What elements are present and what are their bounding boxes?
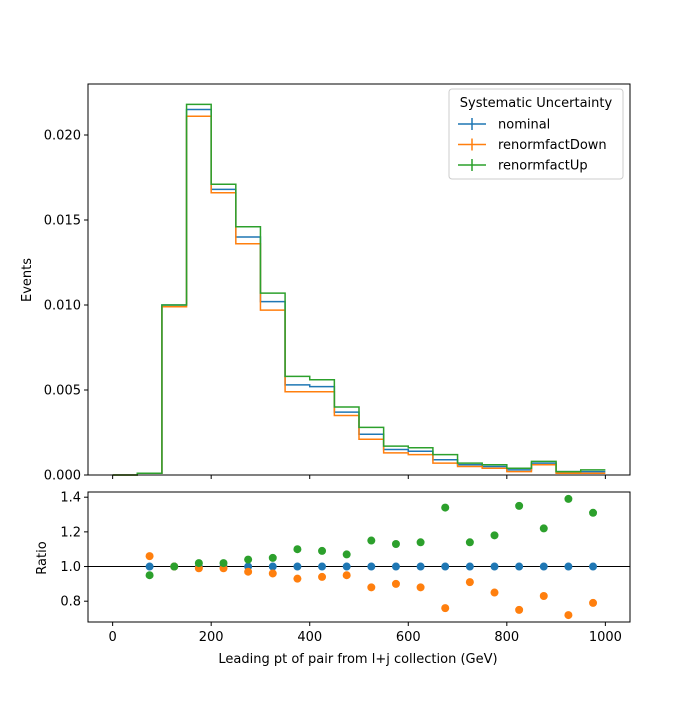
ratio-point-nominal — [441, 562, 450, 571]
ratio-point-nominal — [465, 562, 474, 571]
ratio-point-renormfactUp — [416, 538, 425, 547]
ratio-y-tick-label: 0.8 — [60, 595, 81, 610]
ratio-point-renormfactDown — [515, 605, 524, 614]
ratio-point-renormfactDown — [564, 611, 573, 620]
ratio-y-axis-ticks: 0.8 1.0 1.2 1.4 — [60, 491, 88, 610]
ratio-point-nominal — [145, 562, 154, 571]
y-axis-ticks: 0.000 0.005 0.010 0.015 0.020 — [44, 129, 88, 484]
ratio-point-nominal — [564, 562, 573, 571]
ratio-point-nominal — [416, 562, 425, 571]
ratio-point-renormfactUp — [342, 550, 351, 559]
main-plot-frame — [87, 83, 631, 476]
ratio-point-nominal — [293, 562, 302, 571]
x-axis-ticks: 0 200 400 600 800 1000 — [108, 622, 622, 645]
ratio-point-renormfactUp — [367, 536, 376, 545]
y-tick-label: 0.020 — [44, 129, 81, 144]
ratio-point-renormfactDown — [490, 588, 499, 597]
legend-title: Systematic Uncertainty — [460, 96, 613, 111]
ratio-point-renormfactDown — [539, 592, 548, 600]
ratio-point-renormfactUp — [268, 553, 277, 562]
ratio-point-renormfactDown — [391, 579, 400, 588]
ratio-point-renormfactUp — [490, 531, 499, 540]
x-axis-label: Leading pt of pair from l+j collection (… — [218, 652, 497, 667]
ratio-point-renormfactDown — [441, 604, 450, 613]
y-tick-label: 0.010 — [44, 299, 81, 314]
ratio-point-renormfactUp — [318, 546, 327, 555]
ratio-y-tick-label: 1.4 — [60, 491, 81, 506]
ratio-point-renormfactDown — [589, 598, 598, 607]
ratio-point-renormfactUp — [244, 555, 253, 564]
ratio-point-renormfactUp — [194, 559, 203, 568]
ratio-point-renormfactUp — [441, 503, 450, 512]
ratio-point-renormfactDown — [293, 574, 302, 583]
x-tick-label: 800 — [494, 630, 519, 645]
ratio-point-renormfactUp — [589, 508, 598, 517]
ratio-point-nominal — [318, 562, 327, 571]
ratio-points — [145, 494, 598, 620]
ratio-point-nominal — [515, 562, 524, 571]
main-plot-panel: 0.000 0.005 0.010 0.015 0.020 Events — [20, 83, 631, 484]
x-tick-label: 200 — [199, 630, 224, 645]
ratio-point-renormfactDown — [145, 552, 154, 561]
ratio-plot-panel: 0.8 1.0 1.2 1.4 0 200 400 600 800 1000 Ratio Lea… — [35, 491, 631, 667]
x-tick-label: 1000 — [589, 630, 622, 645]
ratio-point-renormfactUp — [465, 538, 474, 547]
legend: Systematic Uncertainty nominal renormfact… — [448, 88, 624, 180]
ratio-point-nominal — [268, 562, 277, 571]
legend-label-renormfactDown: renormfactDown — [498, 138, 607, 153]
ratio-y-tick-label: 1.2 — [60, 525, 81, 540]
ratio-point-renormfactDown — [367, 583, 376, 592]
y-axis-label: Events — [20, 258, 35, 302]
ratio-point-renormfactDown — [465, 578, 474, 587]
ratio-point-renormfactUp — [391, 540, 400, 548]
y-tick-label: 0.005 — [44, 384, 81, 399]
ratio-point-renormfactDown — [342, 571, 351, 580]
ratio-point-renormfactUp — [539, 524, 548, 533]
ratio-point-nominal — [490, 562, 499, 571]
ratio-plot-frame — [87, 491, 631, 623]
legend-label-renormfactUp: renormfactUp — [498, 159, 588, 174]
ratio-point-renormfactUp — [170, 562, 179, 571]
ratio-point-nominal — [367, 562, 376, 571]
ratio-point-nominal — [539, 562, 548, 571]
ratio-point-renormfactUp — [145, 571, 154, 580]
ratio-point-renormfactUp — [564, 494, 573, 503]
legend-box — [448, 88, 624, 180]
ratio-point-renormfactDown — [318, 572, 327, 581]
histogram-steps — [112, 103, 606, 476]
x-axis-ticks-top-panel — [112, 475, 606, 479]
series-line-renormfactUp — [112, 103, 606, 476]
y-tick-label: 0.000 — [44, 469, 81, 484]
ratio-point-renormfactDown — [268, 569, 277, 578]
ratio-point-renormfactUp — [293, 545, 302, 554]
legend-entries: nominal renormfactDown renormfactUp — [458, 118, 607, 174]
ratio-y-axis-label: Ratio — [35, 541, 50, 574]
ratio-point-renormfactUp — [219, 559, 228, 568]
ratio-point-nominal — [342, 562, 351, 571]
x-tick-label: 0 — [108, 630, 116, 645]
ratio-point-renormfactDown — [244, 567, 253, 576]
legend-label-nominal: nominal — [498, 118, 550, 133]
x-tick-label: 600 — [396, 630, 421, 645]
x-tick-label: 400 — [297, 630, 322, 645]
y-tick-label: 0.015 — [44, 214, 81, 229]
ratio-point-nominal — [391, 562, 400, 571]
ratio-y-tick-label: 1.0 — [60, 560, 81, 575]
ratio-point-nominal — [589, 562, 598, 571]
ratio-point-renormfactDown — [416, 583, 425, 592]
ratio-point-renormfactUp — [515, 501, 524, 510]
